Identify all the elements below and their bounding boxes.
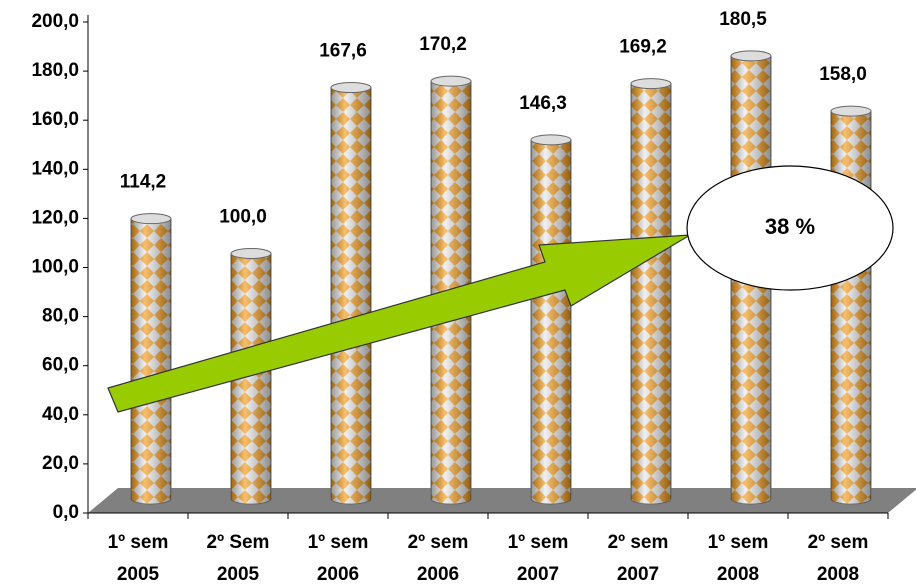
y-tick-label: 0,0: [53, 502, 79, 523]
bar-top: [330, 82, 372, 94]
bar-shade: [531, 139, 571, 504]
bar-top: [830, 105, 872, 117]
bar-shade: [231, 253, 271, 504]
value-label: 114,2: [120, 172, 167, 193]
bar-shade: [831, 111, 871, 505]
bar-top: [630, 78, 672, 90]
y-tick-label: 20,0: [42, 453, 79, 474]
value-label: 180,5: [719, 9, 767, 30]
bar-shade: [331, 87, 371, 505]
x-tick-label: 1º sem 2006: [308, 532, 369, 585]
trend-arrow: [107, 234, 691, 413]
y-tick-label: 80,0: [42, 306, 79, 327]
annotation-bubble: [686, 165, 894, 291]
value-label: 146,3: [519, 93, 567, 114]
value-label: 170,2: [419, 34, 467, 55]
bar-top: [530, 134, 572, 146]
y-tick-label: 140,0: [31, 158, 79, 179]
value-label: 100,0: [219, 207, 267, 228]
annotation: 38 %: [765, 214, 815, 239]
x-tick-label: 2º sem 2006: [408, 532, 469, 585]
bar-top: [430, 75, 472, 87]
x-tick-label: 2º sem 2007: [608, 532, 669, 585]
y-tick-label: 180,0: [31, 60, 79, 81]
value-label: 167,6: [319, 41, 367, 62]
x-tick-label: 1º sem 2007: [508, 532, 569, 585]
y-tick-label: 120,0: [31, 207, 79, 228]
y-tick-label: 40,0: [42, 404, 79, 425]
y-tick-label: 60,0: [42, 355, 79, 376]
y-tick-label: 100,0: [31, 257, 79, 278]
bar-top: [730, 50, 772, 62]
bar-top: [130, 213, 172, 225]
x-tick-label: 2º Sem 2005: [207, 532, 270, 585]
x-tick-label: 2º sem 2008: [808, 532, 869, 585]
bar-shade: [131, 218, 171, 504]
y-tick-label: 200,0: [31, 11, 79, 32]
bar-top: [230, 248, 272, 259]
floor: [88, 488, 916, 513]
value-label: 158,0: [819, 64, 867, 85]
x-tick-label: 1º sem 2008: [708, 532, 769, 585]
x-tick-label: 1º sem 2005: [108, 532, 169, 585]
bar-shade: [631, 83, 671, 504]
value-label: 169,2: [619, 37, 667, 58]
y-tick-label: 160,0: [31, 109, 79, 130]
